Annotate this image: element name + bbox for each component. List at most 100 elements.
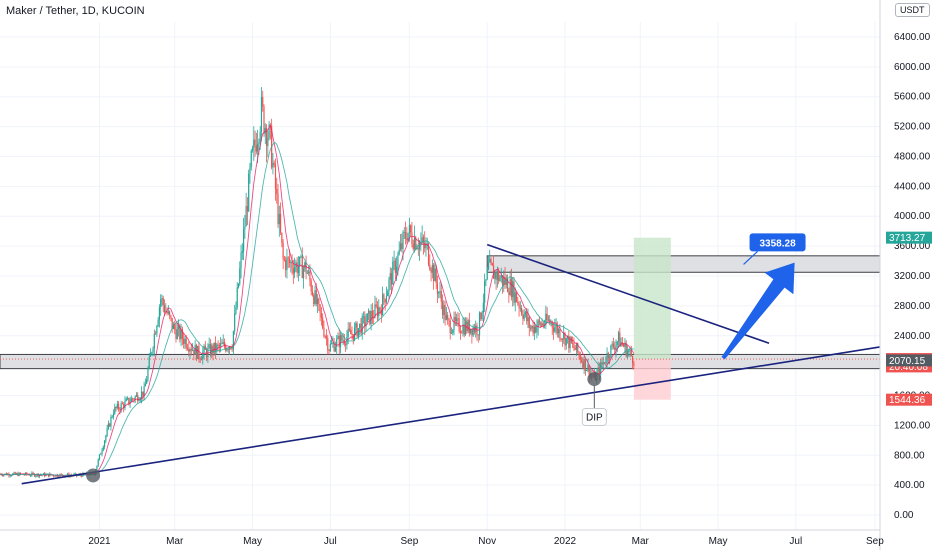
candle-body xyxy=(239,268,241,284)
candle-body xyxy=(111,416,113,418)
candle-body xyxy=(459,331,462,333)
drawings: 3358.28 DIP xyxy=(0,233,881,485)
candle-body xyxy=(545,313,547,325)
candle-body xyxy=(248,173,250,212)
candle-body xyxy=(115,406,117,409)
candle-body xyxy=(190,349,192,351)
moving-average-line xyxy=(0,124,635,477)
y-tick-label: 2800.00 xyxy=(894,301,931,312)
candle-body xyxy=(292,268,294,274)
candle-body xyxy=(438,292,440,294)
candle-body xyxy=(163,305,166,312)
candle-body xyxy=(472,327,474,336)
candle-body xyxy=(487,262,490,270)
candle-body xyxy=(305,262,307,274)
candle-body xyxy=(143,386,145,397)
candle-body xyxy=(214,342,217,352)
candle-body xyxy=(274,164,277,190)
candle-body xyxy=(33,473,36,477)
candle-body xyxy=(510,278,513,298)
candle-body xyxy=(385,296,388,303)
unit-label[interactable]: USDT xyxy=(895,3,930,17)
candle-body xyxy=(323,327,325,337)
candle-body xyxy=(522,314,524,319)
candle-body xyxy=(259,131,261,143)
candle-body xyxy=(180,329,182,340)
candle-body xyxy=(348,328,351,331)
candle-body xyxy=(23,474,25,476)
candle-body xyxy=(273,162,275,165)
candle-body xyxy=(176,328,178,339)
candle-body xyxy=(263,106,265,134)
candle-body xyxy=(338,335,340,348)
y-tick-label: 4400.00 xyxy=(894,181,931,192)
candle-body xyxy=(30,475,32,477)
candle-body xyxy=(249,167,251,174)
candle-body xyxy=(181,329,183,339)
candle-body xyxy=(430,269,432,273)
y-tick-label: 800.00 xyxy=(894,450,925,461)
candle-body xyxy=(175,329,177,339)
y-tick-label: 5600.00 xyxy=(894,92,931,103)
candle-body xyxy=(165,311,167,312)
x-tick-label: Jul xyxy=(789,536,802,547)
y-tick-label: 6000.00 xyxy=(894,62,931,73)
candle-body xyxy=(605,362,607,364)
candle-body xyxy=(471,329,473,336)
candle-body xyxy=(320,313,322,318)
candle-body xyxy=(231,348,233,350)
candle-body xyxy=(313,295,315,305)
candle-body xyxy=(146,379,148,384)
candle-body xyxy=(561,339,564,340)
candle-body xyxy=(396,266,398,273)
candle-body xyxy=(121,403,124,405)
candle-body xyxy=(100,453,102,455)
trend-line xyxy=(21,346,881,485)
candle-body xyxy=(290,262,292,264)
candle-body xyxy=(296,262,298,273)
candle-body xyxy=(425,243,427,249)
candle-body xyxy=(96,465,98,471)
candle-body xyxy=(624,342,626,347)
candle-body xyxy=(172,324,175,329)
dip-label: DIP xyxy=(586,412,603,423)
candle-body xyxy=(629,349,631,352)
candle-body xyxy=(319,304,321,314)
candle-body xyxy=(156,326,158,335)
candle-body xyxy=(142,391,144,397)
candle-body xyxy=(130,398,132,402)
candle-body xyxy=(137,394,139,402)
candle-body xyxy=(603,362,606,364)
candle-body xyxy=(431,264,433,273)
x-tick-label: Mar xyxy=(632,536,650,547)
candle-body xyxy=(457,318,459,320)
candle-body xyxy=(144,383,146,387)
candle-body xyxy=(260,97,263,132)
candle-body xyxy=(448,319,450,321)
stop-zone xyxy=(633,359,671,400)
x-tick-label: Sep xyxy=(400,536,418,547)
candle-body xyxy=(105,435,107,441)
candle-body xyxy=(160,299,162,308)
candle-body xyxy=(179,325,181,340)
candle-body xyxy=(494,271,496,279)
candle-body xyxy=(546,313,548,321)
candle-body xyxy=(509,278,511,295)
candle-body xyxy=(565,337,567,346)
candle-body xyxy=(563,333,565,340)
price-tag xyxy=(886,231,932,244)
candle-body xyxy=(135,394,138,397)
candle-body xyxy=(220,343,222,347)
candle-body xyxy=(81,475,83,477)
y-tick-label: 400.00 xyxy=(894,480,925,491)
candle-body xyxy=(447,315,449,320)
candle-body xyxy=(528,317,530,328)
candle-body xyxy=(120,403,122,411)
candle-body xyxy=(51,474,53,476)
candle-body xyxy=(183,338,185,344)
callout-label: 3358.28 xyxy=(759,238,796,249)
candle-body xyxy=(106,428,108,436)
candle-body xyxy=(339,335,342,348)
candle-body xyxy=(580,359,583,362)
